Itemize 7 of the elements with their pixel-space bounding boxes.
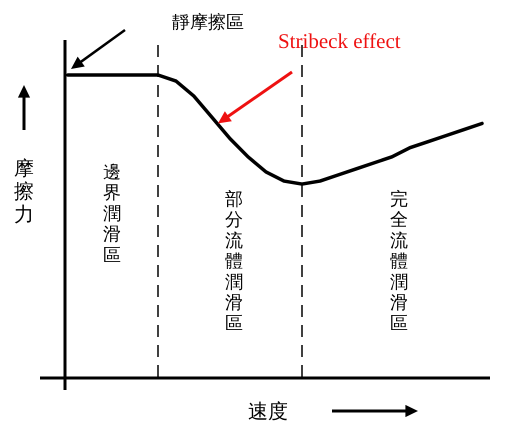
annotation: 邊界潤滑區 <box>103 162 121 266</box>
y-axis-title: 摩擦力 <box>14 156 34 226</box>
annotation: 完全流體潤滑區 <box>390 189 408 334</box>
text: Stribeck effect <box>278 29 401 53</box>
x-axis-title: 速度 <box>248 399 288 423</box>
text: 靜摩擦區 <box>172 12 244 33</box>
annotation: 部分流體潤滑區 <box>225 189 243 334</box>
